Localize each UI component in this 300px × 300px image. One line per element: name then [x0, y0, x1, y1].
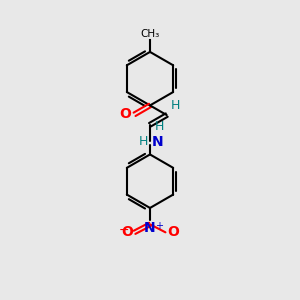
Text: H: H	[139, 135, 148, 148]
Text: H: H	[154, 120, 164, 133]
Text: N: N	[144, 221, 156, 235]
Text: +: +	[155, 221, 163, 231]
Text: N: N	[152, 135, 163, 149]
Text: O: O	[121, 225, 133, 239]
Text: H: H	[170, 99, 180, 112]
Text: −: −	[119, 224, 129, 236]
Text: O: O	[120, 107, 132, 121]
Text: O: O	[167, 225, 179, 239]
Text: CH₃: CH₃	[140, 28, 160, 38]
